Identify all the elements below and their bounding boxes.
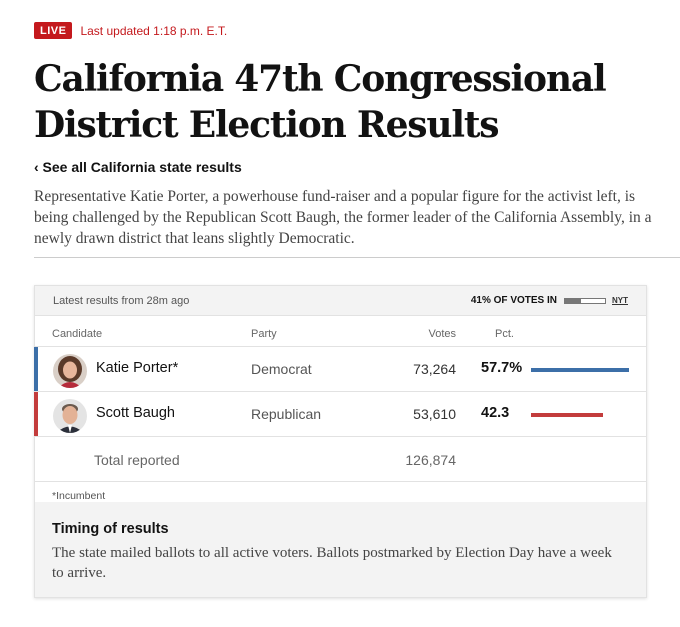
- col-pct: Pct.: [495, 328, 514, 340]
- votes-in-fill: [565, 298, 582, 303]
- candidate-row-porter: Katie Porter* Democrat 73,264 57.7%: [34, 347, 646, 392]
- total-label: Total reported: [94, 452, 180, 468]
- timing-title: Timing of results: [52, 521, 169, 537]
- candidate-row-baugh: Scott Baugh Republican 53,610 42.3: [34, 392, 646, 437]
- party-stripe: [34, 392, 38, 436]
- party-stripe: [34, 347, 38, 391]
- candidate-name: Katie Porter*: [96, 360, 179, 376]
- results-table: Latest results from 28m ago 41% OF VOTES…: [34, 285, 647, 598]
- total-row: Total reported 126,874: [35, 437, 646, 482]
- total-votes: 126,874: [405, 452, 456, 468]
- col-candidate: Candidate: [52, 328, 103, 340]
- vote-share-bar: [531, 368, 629, 372]
- votes-in-label: 41% OF VOTES IN: [470, 295, 557, 306]
- vote-share-bar: [531, 413, 603, 417]
- live-badge: LIVE: [34, 22, 73, 39]
- candidate-party: Democrat: [251, 361, 312, 377]
- candidate-pct: 57.7%: [481, 360, 523, 376]
- candidate-votes: 73,264: [413, 361, 456, 377]
- latest-results-time: Latest results from 28m ago: [53, 294, 190, 307]
- estimate-source-link[interactable]: NYT: [612, 296, 628, 305]
- votes-in-bar: [564, 297, 606, 304]
- votes-in-indicator: 41% OF VOTES IN NYT: [471, 295, 628, 306]
- candidate-votes: 53,610: [413, 406, 456, 422]
- candidate-party: Republican: [251, 406, 322, 422]
- avatar: [53, 354, 87, 388]
- col-votes: Votes: [428, 328, 456, 340]
- footnote: *Incumbent: [35, 482, 646, 508]
- last-updated: Last updated 1:18 p.m. E.T.: [80, 23, 228, 38]
- page-title: California 47th Congressional District E…: [34, 58, 607, 146]
- column-headers: Candidate Party Votes Pct.: [35, 316, 646, 347]
- live-status: LIVE Last updated 1:18 p.m. E.T.: [34, 22, 227, 39]
- divider: [34, 257, 680, 258]
- candidate-pct: 42.3: [481, 405, 510, 421]
- col-party: Party: [251, 328, 277, 340]
- timing-box: Timing of results The state mailed ballo…: [35, 502, 646, 597]
- candidate-name: Scott Baugh: [96, 405, 175, 421]
- results-header: Latest results from 28m ago 41% OF VOTES…: [35, 286, 646, 316]
- avatar: [53, 399, 87, 433]
- state-results-link[interactable]: ‹ See all California state results: [34, 159, 242, 175]
- timing-text: The state mailed ballots to all active v…: [52, 545, 612, 581]
- incumbent-note: *Incumbent: [52, 490, 106, 502]
- article-summary: Representative Katie Porter, a powerhous…: [34, 188, 652, 247]
